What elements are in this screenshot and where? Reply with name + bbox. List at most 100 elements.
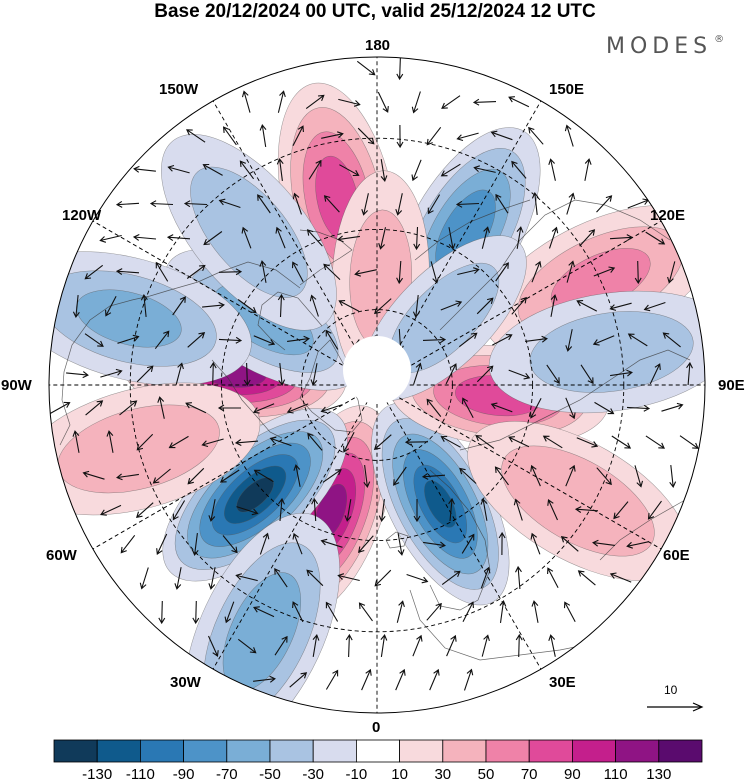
wind-vector [115,200,140,208]
wind-vector [236,506,259,516]
colorbar-tick-label: -110 [125,766,155,783]
wind-vector [511,160,527,179]
colorbar-segment [615,739,660,763]
wind-vector [358,602,373,622]
wind-vector [528,126,544,145]
wind-vector [257,194,271,214]
wind-vector [219,469,240,483]
colorbar-segment [140,739,185,763]
wind-vector [481,634,490,657]
wind-vector [609,234,634,242]
colorbar-segment [572,739,617,763]
reference-vector-label: 10 [664,683,678,697]
wind-vector [396,260,404,285]
wind-vector [579,229,596,247]
wind-vector [361,668,372,691]
wind-vector [291,261,304,282]
wind-vector [413,362,423,385]
wind-vector [593,266,616,277]
meridian-line [392,393,662,550]
lon-label-0: 0 [372,719,381,736]
wind-vector [530,532,541,555]
wind-vector [139,567,149,590]
wind-vector [253,606,275,618]
colorbar-tick-label: 90 [564,766,581,783]
wind-vector [100,368,123,378]
wind-vector [338,98,361,107]
wind-vector [667,261,676,284]
wind-vector [343,431,355,453]
wind-vector [525,335,548,343]
wind-vector [276,158,284,181]
wind-vector [550,294,558,317]
wind-vector [50,401,71,414]
wind-vector [396,124,404,149]
wind-vector [548,226,559,249]
wind-vector [209,361,217,386]
wind-vector [645,231,666,245]
wind-vector [323,263,341,280]
wind-vector [310,363,318,386]
wind-vector [611,435,632,449]
wind-vector [395,668,406,691]
wind-vector [548,634,556,657]
wind-vector [119,400,138,416]
wind-vector [596,467,612,486]
wind-vector [396,57,404,81]
wind-vector [531,192,539,215]
wind-vector [99,234,122,243]
coastline-chukotka [414,199,531,261]
wind-vector [547,499,559,521]
wind-vector [594,401,615,415]
wind-vector [312,634,320,657]
wind-vector [560,535,579,552]
wind-vector [580,364,594,385]
wind-vector [446,634,457,657]
wind-vector [222,126,237,146]
lon-label-90e: 90E [718,377,745,394]
wind-vector [686,361,693,386]
wind-vector [222,535,238,554]
wind-vector [377,91,389,113]
wind-vector [241,90,251,113]
coastline-hudson-bay [211,359,283,439]
colorbar-tick-label: -50 [259,766,281,783]
wind-vector [154,330,170,350]
wind-vector [480,566,491,589]
coastline-siberia [439,199,671,331]
lat-lon-grid [49,57,705,713]
wind-vector [320,538,343,548]
colorbar-segment [269,739,314,763]
wind-vector [576,437,599,448]
wind-vector [202,301,225,309]
meridian-line [92,393,362,550]
wind-vector [643,301,666,312]
wind-vector [440,435,461,448]
colorbar-segment [442,739,487,763]
wind-vector [679,435,699,449]
wind-vector [412,634,423,657]
wind-vector [566,260,576,283]
wind-vector [516,226,524,249]
wind-vector [508,436,530,448]
colorbar-tick-label: 70 [520,766,538,783]
wind-vector [239,160,255,180]
colorbar-tick-label: 130 [646,766,672,783]
wind-vector [361,193,369,216]
wind-vector [661,402,684,412]
wind-vector [166,234,191,242]
wind-vector [325,329,339,350]
wind-vector [278,497,285,522]
wind-vector [207,635,219,657]
wind-vector [292,601,304,623]
wind-vector [476,365,494,383]
wind-vector [253,335,276,346]
wind-vector [191,533,199,556]
wind-vector [192,600,200,625]
meridian-line [212,400,369,670]
lon-label-120e: 120E [650,207,686,224]
wind-vector [499,600,507,623]
wind-vector [253,675,276,683]
wind-vector [117,334,140,344]
